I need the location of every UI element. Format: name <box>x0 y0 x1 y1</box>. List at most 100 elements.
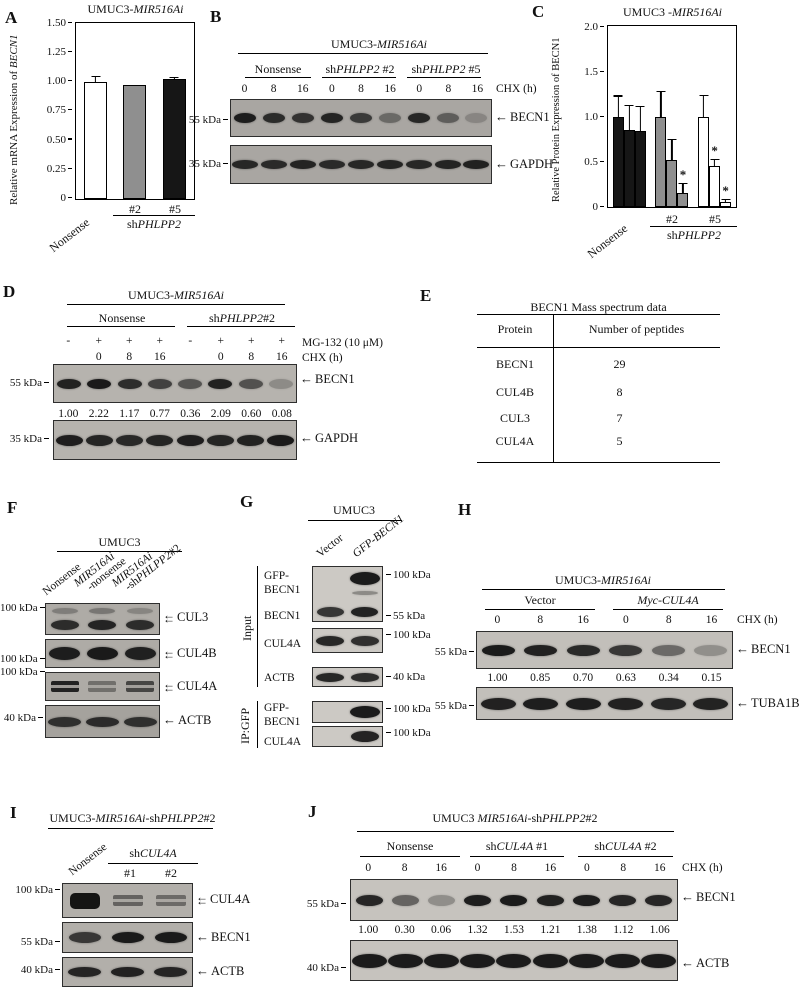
group-underline <box>613 609 723 611</box>
protein-band <box>86 647 118 660</box>
lane-value: 0.06 <box>431 924 452 936</box>
lane-value: + <box>95 335 103 347</box>
protein-band <box>378 113 401 123</box>
error-bar <box>656 90 666 118</box>
protein-band <box>316 607 344 617</box>
ytick: 1.5 <box>584 66 604 78</box>
lane-value: 0 <box>95 351 102 363</box>
lane-value: 0 <box>329 83 335 95</box>
panel-h-chx-times: 0 8 16 0 8 16 <box>476 614 733 626</box>
table-cell: CUL3 <box>500 411 530 425</box>
protein-band <box>316 635 345 646</box>
lane-value: 16 <box>577 614 589 626</box>
bar-group <box>84 23 108 199</box>
lane-value: 1.53 <box>503 924 525 936</box>
protein-band <box>111 932 144 943</box>
group-underline <box>485 609 595 611</box>
panel-f-blot-cul4a <box>45 672 160 701</box>
lane-value: 8 <box>358 83 364 95</box>
clone-number: #2 <box>644 839 657 853</box>
panel-b-label: B <box>210 7 222 26</box>
band-lane-row <box>231 146 491 183</box>
table-cell: 7 <box>616 411 623 425</box>
lane-value: 16 <box>154 351 166 363</box>
protein-band <box>111 967 144 977</box>
protein-band <box>650 697 686 710</box>
title-part: MIR516Ai <box>95 811 146 825</box>
protein-band <box>641 953 677 968</box>
title-underline <box>357 831 674 833</box>
lane-value: 8 <box>401 862 408 874</box>
error-bar <box>699 94 709 118</box>
row-label: GFP- <box>264 702 289 714</box>
error-bar <box>613 95 623 117</box>
panel-g-blot-ip-cul4a <box>312 726 383 747</box>
lane-value: 8 <box>126 351 133 363</box>
left-arrow-icon <box>196 963 211 979</box>
panel-d-chx-label: CHX (h) <box>302 352 343 364</box>
gene-name: PHLPP2 <box>336 62 380 76</box>
protein-name: BECN1 <box>315 371 355 386</box>
panel-i-title: UMUC3-MIR516Ai-shPHLPP2#2 <box>35 811 230 826</box>
protein-band <box>407 113 430 123</box>
title-part: -sh <box>145 811 161 825</box>
protein-name: BECN1 <box>510 109 550 124</box>
lane-value: 0.77 <box>149 408 170 420</box>
panel-h-quantification: 1.00 0.85 0.70 0.63 0.34 0.15 <box>476 672 733 684</box>
panel-c-title-italic: MIR516Ai <box>672 5 722 19</box>
protein-band <box>88 681 117 692</box>
band-lane-row <box>46 706 159 737</box>
panel-d-becn1-label: BECN1 <box>300 371 355 387</box>
protein-band <box>496 953 532 968</box>
panel-e-label: E <box>420 286 432 305</box>
ytick: 0.25 <box>47 163 72 175</box>
band-lane-row <box>54 421 296 459</box>
title-part: PHLPP2 <box>160 811 204 825</box>
lane-value: 0 <box>416 83 423 95</box>
protein-band <box>460 953 496 968</box>
significance-star: * <box>711 142 718 158</box>
band-lane-row <box>54 365 296 402</box>
error-bar: * <box>678 167 688 194</box>
kda-marker: 40 kDa <box>386 671 425 683</box>
protein-band <box>237 434 265 446</box>
error-bar <box>130 85 140 87</box>
panel-d-group-nonsense: Nonsense <box>98 311 146 325</box>
lane-value: 0.70 <box>573 672 594 684</box>
protein-band <box>349 113 372 123</box>
panel-e-table: BECN1 Mass spectrum data Protein Number … <box>477 298 720 468</box>
panel-d-chx-times: 0 8 16 0 8 16 <box>53 351 297 363</box>
panel-f-cul3-label: CUL3 <box>163 610 208 625</box>
panel-h-chx-label: CHX (h) <box>737 614 778 626</box>
panel-a-plot <box>75 22 195 200</box>
panel-d-label: D <box>3 282 16 301</box>
bar-group <box>612 26 646 207</box>
panel-h-title-roman: UMUC3- <box>554 573 601 587</box>
input-bracket <box>257 566 259 687</box>
protein-band <box>267 434 295 446</box>
lane-value: 1.17 <box>119 408 140 420</box>
protein-name: ACTB <box>696 955 730 970</box>
ip-bracket <box>257 701 259 748</box>
row-label: BECN1 <box>264 584 301 596</box>
table-rule-top <box>477 314 720 316</box>
panel-j-blot-actb <box>350 940 678 981</box>
left-arrow-icon <box>300 371 315 387</box>
ytick: 0 <box>593 201 605 213</box>
protein-band <box>645 894 673 906</box>
lane-value: 8 <box>537 614 544 626</box>
lane-value: + <box>156 335 164 347</box>
protein-band <box>694 644 728 656</box>
protein-name: CUL4A <box>177 679 218 693</box>
table-cell: BECN1 <box>495 357 534 371</box>
protein-band <box>68 967 101 977</box>
double-left-arrow-icon <box>163 612 175 623</box>
protein-band <box>572 894 600 906</box>
protein-band <box>146 434 174 446</box>
band-lane-row <box>313 570 382 586</box>
panel-b-title: UMUC3-MIR516Ai <box>259 37 499 52</box>
panel-c-label: C <box>532 2 545 21</box>
error-bar <box>91 75 101 83</box>
drug-name: MG-132 <box>302 337 342 349</box>
